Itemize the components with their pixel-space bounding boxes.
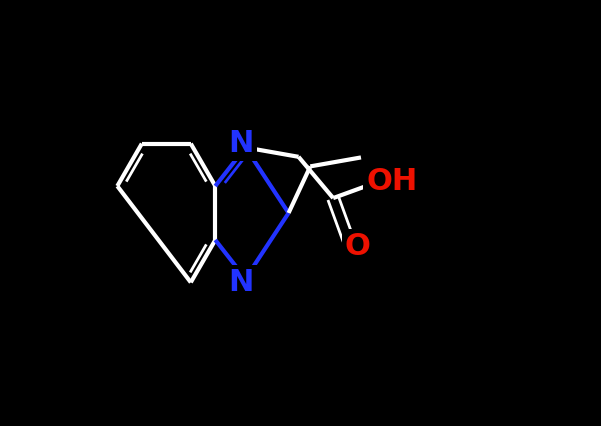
Text: N: N: [228, 129, 254, 158]
Text: O: O: [344, 232, 371, 261]
Text: OH: OH: [367, 167, 418, 196]
Text: N: N: [228, 268, 254, 297]
